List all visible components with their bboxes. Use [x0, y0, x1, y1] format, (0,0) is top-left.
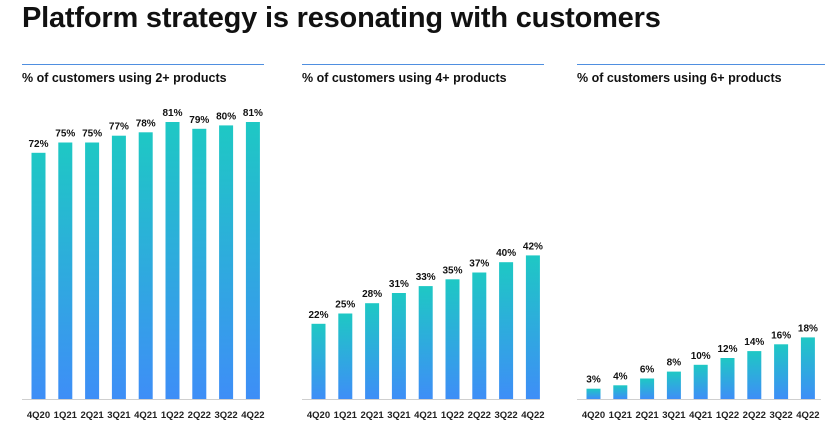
x-tick-label: 4Q22 [521, 410, 544, 421]
x-tick-label: 1Q22 [716, 410, 739, 421]
bar-2Q21 [640, 378, 655, 399]
data-label: 75% [82, 129, 102, 140]
bar-1Q22 [720, 358, 735, 399]
data-label: 4% [613, 371, 628, 382]
bar-1Q22 [165, 122, 180, 399]
bar-3Q22 [499, 262, 514, 399]
data-label: 31% [389, 279, 409, 290]
x-tick-label: 2Q22 [188, 410, 211, 421]
bar-3Q21 [666, 371, 681, 399]
x-tick-label: 1Q21 [54, 410, 78, 421]
data-label: 16% [771, 330, 791, 341]
data-label: 77% [109, 122, 129, 133]
x-tick-label: 1Q21 [609, 410, 633, 421]
bar-4Q20 [311, 323, 326, 399]
data-label: 35% [442, 265, 462, 276]
x-tick-label: 1Q22 [161, 410, 184, 421]
data-label: 79% [189, 115, 209, 126]
data-label: 25% [335, 300, 355, 311]
data-label: 40% [496, 248, 516, 259]
chart-panel-2plus: % of customers using 2+ products 72% 4Q20… [22, 64, 265, 424]
x-tick-label: 4Q21 [414, 410, 438, 421]
chart-title: % of customers using 6+ products [577, 71, 782, 85]
bar-2Q22 [747, 351, 762, 399]
x-tick-label: 4Q20 [582, 410, 605, 421]
data-label: 6% [640, 365, 655, 376]
data-label: 33% [416, 272, 436, 283]
bar-3Q21 [111, 135, 126, 399]
bar-chart-4plus: 22% 4Q20 25% 1Q21 28% 2Q21 31% 3Q21 33% 4Q21 35% 1Q… [302, 241, 545, 421]
x-tick-label: 4Q22 [796, 410, 819, 421]
bar-4Q20 [586, 388, 601, 399]
data-label: 72% [28, 139, 48, 150]
bar-3Q21 [391, 293, 406, 399]
data-label: 37% [469, 259, 489, 270]
x-tick-label: 2Q22 [743, 410, 766, 421]
x-tick-label: 4Q21 [689, 410, 713, 421]
data-label: 78% [136, 118, 156, 129]
data-label: 12% [717, 344, 737, 355]
bar-4Q21 [693, 364, 708, 399]
data-label: 81% [162, 108, 182, 119]
bar-2Q21 [85, 142, 100, 399]
data-label: 75% [55, 129, 75, 140]
data-label: 8% [667, 358, 682, 369]
bar-3Q22 [774, 344, 789, 399]
data-label: 10% [691, 351, 711, 362]
x-tick-label: 1Q22 [441, 410, 464, 421]
bar-1Q21 [58, 142, 73, 399]
bar-chart-2plus: 72% 4Q20 75% 1Q21 75% 2Q21 77% 3Q21 78% 4Q21 81% 1Q… [22, 108, 265, 421]
x-tick-label: 1Q21 [334, 410, 358, 421]
panel-divider [577, 64, 825, 65]
x-tick-label: 2Q21 [635, 410, 659, 421]
bar-1Q21 [338, 313, 353, 399]
x-tick-label: 2Q21 [360, 410, 384, 421]
bar-4Q21 [138, 132, 153, 400]
bar-3Q22 [219, 125, 234, 400]
data-label: 22% [308, 310, 328, 321]
x-tick-label: 4Q21 [134, 410, 158, 421]
x-tick-label: 2Q22 [468, 410, 491, 421]
chart-title: % of customers using 4+ products [302, 71, 507, 85]
bar-2Q22 [192, 128, 207, 400]
bar-2Q21 [365, 303, 380, 399]
x-tick-label: 3Q21 [662, 410, 686, 421]
data-label: 14% [744, 337, 764, 348]
x-tick-label: 3Q22 [494, 410, 517, 421]
data-label: 80% [216, 111, 236, 122]
x-tick-label: 4Q20 [307, 410, 330, 421]
x-tick-label: 3Q22 [769, 410, 792, 421]
data-label: 3% [586, 375, 601, 386]
bar-4Q20 [31, 152, 46, 399]
chart-panel-6plus: % of customers using 6+ products 3% 4Q20 4… [577, 64, 825, 424]
x-tick-label: 2Q21 [80, 410, 104, 421]
x-tick-label: 4Q20 [27, 410, 50, 421]
bar-1Q22 [445, 279, 460, 399]
panel-divider [302, 64, 544, 65]
x-tick-label: 3Q21 [387, 410, 411, 421]
chart-title: % of customers using 2+ products [22, 71, 227, 85]
data-label: 81% [243, 108, 263, 119]
chart-panel-4plus: % of customers using 4+ products 22% 4Q20… [302, 64, 545, 424]
page-title: Platform strategy is resonating with cus… [22, 2, 661, 34]
x-tick-label: 4Q22 [241, 410, 264, 421]
data-label: 42% [523, 241, 543, 252]
bar-4Q22 [245, 122, 260, 399]
panel-divider [22, 64, 264, 65]
x-tick-label: 3Q22 [214, 410, 237, 421]
bar-chart-6plus: 3% 4Q20 4% 1Q21 6% 2Q21 8% 3Q21 10% 4Q21 12% 1Q22 14… [577, 323, 821, 421]
bar-2Q22 [472, 272, 487, 399]
bar-1Q21 [613, 385, 628, 399]
bar-4Q22 [525, 255, 540, 399]
data-label: 18% [798, 323, 818, 334]
x-tick-label: 3Q21 [107, 410, 131, 421]
data-label: 28% [362, 289, 382, 300]
bar-4Q22 [800, 337, 815, 399]
bar-4Q21 [418, 286, 433, 399]
